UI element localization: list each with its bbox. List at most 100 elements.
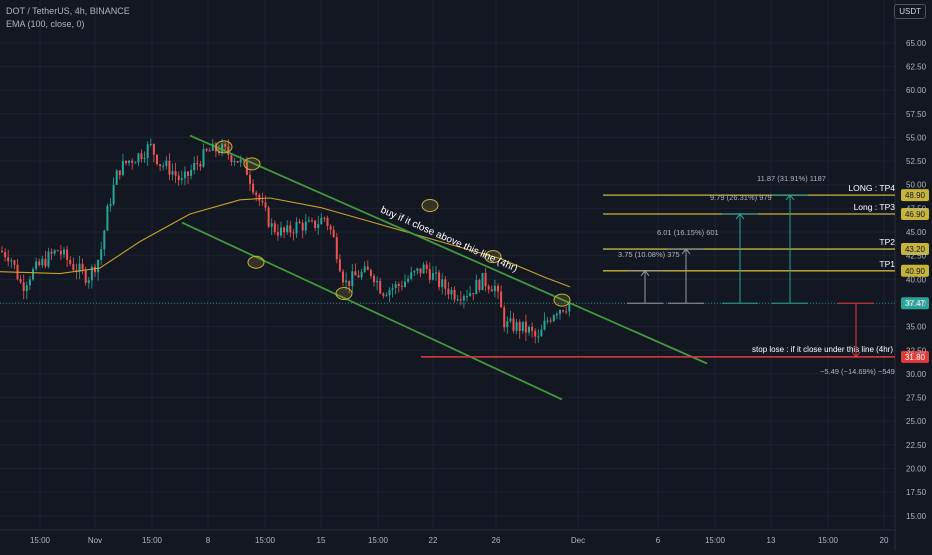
candle-body [292,232,295,234]
candle-body [90,266,93,281]
candle-body [447,288,450,295]
candle-body [469,293,472,296]
candle-body [87,280,90,283]
candle-body [413,270,416,273]
candle-body [404,281,406,287]
indicator-label[interactable]: EMA (100, close, 0) [6,19,85,29]
measure-label: 6.01 (16.15%) 601 [657,228,719,237]
candle-body [335,237,338,260]
candle-body [66,249,69,260]
x-tick-label: Dec [571,536,585,545]
price-axis[interactable]: 65.00 62.50 60.00 57.50 55.00 52.50 50.00 47.50… [906,39,927,521]
target-price-badge [901,189,929,202]
candle-body [270,223,273,227]
touch-marker [243,157,261,171]
candle-body [497,285,499,292]
target-label: TP2 [879,237,895,247]
touch-marker [553,293,571,307]
channel-line-upper [189,134,708,365]
candle-body [388,289,391,296]
candle-body [152,144,155,155]
target-price-text: 48.90 [905,191,926,200]
candle-body [208,150,211,152]
chart-legend[interactable]: DOT / TetherUS, 4h, BINANCE EMA (100, cl… [6,5,130,31]
candle-body [283,227,286,233]
candle-body [348,280,351,287]
candle-body [345,280,348,283]
candle-body [84,269,87,283]
candle-body [28,279,31,286]
candle-body [559,310,561,314]
measure-arrow-head [735,213,745,220]
currency-badge[interactable]: USDT [894,4,926,19]
candle-body [233,161,236,163]
stop-price-text: 31.80 [905,353,926,362]
candle-body [456,299,459,301]
candle-body [159,164,162,166]
x-tick-label: 22 [429,536,438,545]
x-tick-label: 15 [317,536,326,545]
candle-body [112,184,115,205]
y-tick-label: 37.50 [906,299,927,308]
touch-marker [215,140,233,154]
candle-body [32,269,34,280]
candle-body [311,220,313,222]
candle-body [546,320,549,322]
candle-body [493,285,496,292]
candle-body [273,223,276,233]
candle-body [162,165,165,167]
y-tick-label: 50.00 [906,181,927,190]
candle-body [276,232,279,236]
candles [1,138,571,344]
candle-body [320,217,323,225]
candle-body [286,225,289,233]
candle-body [258,195,261,201]
candle-body [289,225,292,233]
candle-body [25,285,28,292]
candle-body [109,204,112,206]
time-axis[interactable]: 15:00 Nov 15:00 8 15:00 15 15:00 22 26 Dec 6 15:00 1… [30,536,889,545]
candle-body [475,280,478,295]
candle-body [38,261,41,266]
candle-body [524,321,527,333]
candle-body [509,318,512,322]
candle-body [537,336,540,338]
stop-loss-label: stop lose : if it close under this line … [752,345,893,354]
candle-body [180,178,183,181]
x-tick-label: 26 [492,536,501,545]
drawings: buy if it close above this line (4hr) LON… [0,134,929,401]
y-tick-label: 35.00 [906,323,927,332]
candle-body [363,266,366,272]
candle-body [53,250,56,254]
candle-body [63,249,65,255]
candle-body [199,164,202,167]
candle-body [252,183,255,193]
x-tick-label: 15:00 [30,536,51,545]
candle-body [528,327,530,333]
candle-body [397,284,400,286]
candle-body [121,160,124,176]
candle-body [35,261,38,270]
stop-price-badge [901,350,929,363]
symbol-title[interactable]: DOT / TetherUS, 4h, BINANCE [6,6,130,16]
candle-body [190,170,193,176]
candle-body [379,280,382,294]
candle-body [503,307,506,328]
candle-body [416,268,419,271]
y-tick-label: 17.50 [906,488,927,497]
current-price-text: 37.47 [905,299,926,308]
candle-body [174,171,177,176]
candle-body [512,318,515,331]
candle-body [41,258,44,266]
measure-label: 9.79 (26.31%) 979 [710,193,772,202]
candle-body [568,303,571,312]
candle-body [149,144,152,146]
candle-body [466,295,468,297]
candle-body [59,250,62,255]
candle-body [280,227,282,236]
candle-body [478,280,481,291]
candle-body [562,310,565,312]
candle-body [13,260,16,265]
